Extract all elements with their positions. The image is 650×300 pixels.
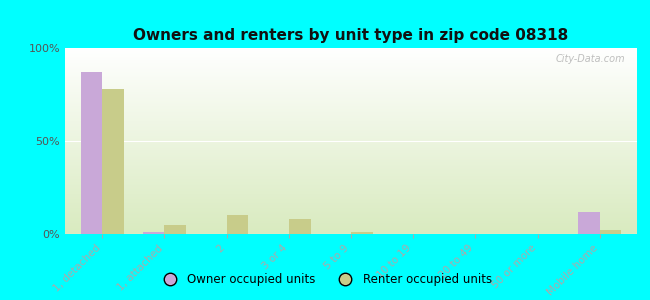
Bar [102, 89, 124, 234]
Bar [351, 232, 372, 234]
Legend: Owner occupied units, Renter occupied units: Owner occupied units, Renter occupied un… [153, 269, 497, 291]
Bar [578, 212, 600, 234]
Text: City-Data.com: City-Data.com [556, 54, 625, 64]
Bar [81, 72, 102, 234]
Bar [164, 225, 187, 234]
Bar [143, 232, 164, 234]
Title: Owners and renters by unit type in zip code 08318: Owners and renters by unit type in zip c… [133, 28, 569, 43]
Bar [289, 219, 311, 234]
Bar [600, 230, 621, 234]
Bar [227, 215, 248, 234]
